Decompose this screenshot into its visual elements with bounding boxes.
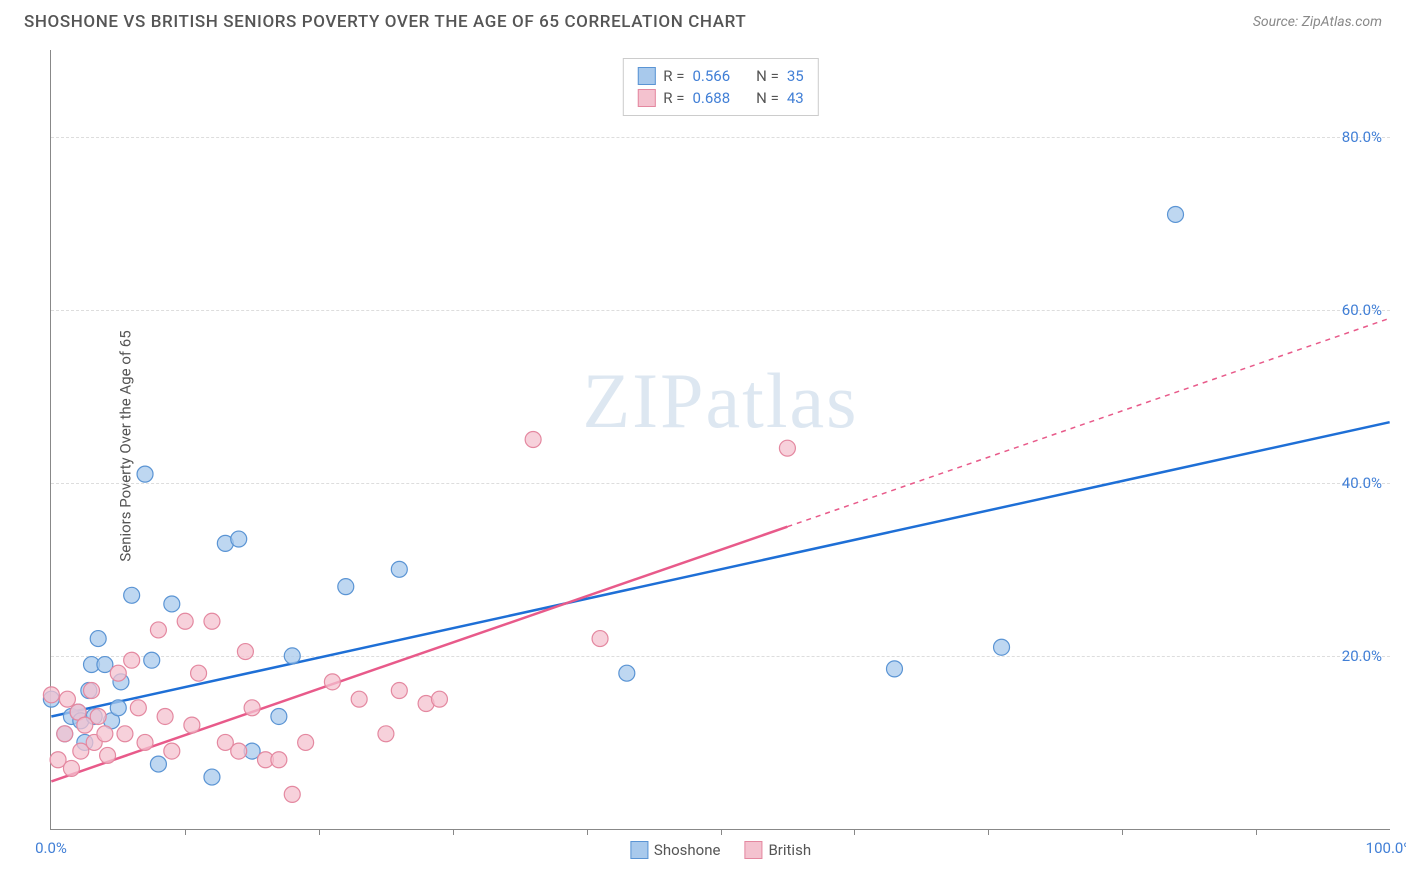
data-point bbox=[204, 613, 220, 629]
data-point bbox=[284, 648, 300, 664]
data-point bbox=[204, 769, 220, 785]
data-point bbox=[779, 440, 795, 456]
data-point bbox=[237, 644, 253, 660]
data-point bbox=[886, 661, 902, 677]
data-point bbox=[57, 726, 73, 742]
data-point bbox=[244, 700, 260, 716]
data-point bbox=[110, 665, 126, 681]
data-point bbox=[63, 760, 79, 776]
data-point bbox=[110, 700, 126, 716]
data-point bbox=[150, 756, 166, 772]
data-point bbox=[84, 683, 100, 699]
legend-item-shoshone: Shoshone bbox=[630, 841, 721, 859]
data-point bbox=[271, 752, 287, 768]
chart-area: ZIPatlas 20.0%40.0%60.0%80.0% 0.0% 100.0… bbox=[50, 50, 1390, 830]
data-point bbox=[592, 631, 608, 647]
data-point bbox=[157, 708, 173, 724]
data-point bbox=[351, 691, 367, 707]
x-tick-mark bbox=[1122, 829, 1123, 835]
data-point bbox=[124, 652, 140, 668]
data-point bbox=[124, 587, 140, 603]
x-tick-mark bbox=[453, 829, 454, 835]
data-point bbox=[191, 665, 207, 681]
trend-line bbox=[51, 527, 787, 782]
data-point bbox=[298, 734, 314, 750]
data-point bbox=[43, 687, 59, 703]
scatter-plot bbox=[51, 50, 1390, 829]
data-point bbox=[144, 652, 160, 668]
data-point bbox=[177, 613, 193, 629]
data-point bbox=[378, 726, 394, 742]
chart-title: SHOSHONE VS BRITISH SENIORS POVERTY OVER… bbox=[24, 12, 746, 32]
data-point bbox=[338, 579, 354, 595]
data-point bbox=[231, 531, 247, 547]
data-point bbox=[164, 743, 180, 759]
data-point bbox=[137, 734, 153, 750]
data-point bbox=[271, 708, 287, 724]
swatch-shoshone-icon bbox=[630, 841, 648, 859]
data-point bbox=[994, 639, 1010, 655]
data-point bbox=[1168, 206, 1184, 222]
data-point bbox=[130, 700, 146, 716]
data-point bbox=[137, 466, 153, 482]
x-tick-mark bbox=[185, 829, 186, 835]
data-point bbox=[284, 786, 300, 802]
swatch-british-icon bbox=[744, 841, 762, 859]
data-point bbox=[619, 665, 635, 681]
data-point bbox=[100, 747, 116, 763]
data-point bbox=[150, 622, 166, 638]
source-label: Source: ZipAtlas.com bbox=[1253, 14, 1382, 30]
data-point bbox=[525, 432, 541, 448]
legend-item-british: British bbox=[744, 841, 811, 859]
x-tick-mark bbox=[1256, 829, 1257, 835]
x-tick-max: 100.0% bbox=[1366, 839, 1406, 857]
series-legend: Shoshone British bbox=[630, 841, 811, 859]
data-point bbox=[391, 561, 407, 577]
data-point bbox=[59, 691, 75, 707]
x-tick-mark bbox=[854, 829, 855, 835]
data-point bbox=[431, 691, 447, 707]
data-point bbox=[324, 674, 340, 690]
data-point bbox=[231, 743, 247, 759]
x-tick-mark bbox=[587, 829, 588, 835]
data-point bbox=[391, 683, 407, 699]
legend-label: British bbox=[768, 841, 811, 859]
trend-line-dashed bbox=[787, 318, 1389, 526]
trend-line bbox=[51, 422, 1389, 716]
x-tick-mark bbox=[988, 829, 989, 835]
data-point bbox=[184, 717, 200, 733]
x-tick-min: 0.0% bbox=[35, 839, 67, 857]
x-tick-mark bbox=[319, 829, 320, 835]
data-point bbox=[90, 631, 106, 647]
data-point bbox=[117, 726, 133, 742]
data-point bbox=[97, 726, 113, 742]
data-point bbox=[90, 708, 106, 724]
legend-label: Shoshone bbox=[654, 841, 721, 859]
x-tick-mark bbox=[721, 829, 722, 835]
data-point bbox=[164, 596, 180, 612]
